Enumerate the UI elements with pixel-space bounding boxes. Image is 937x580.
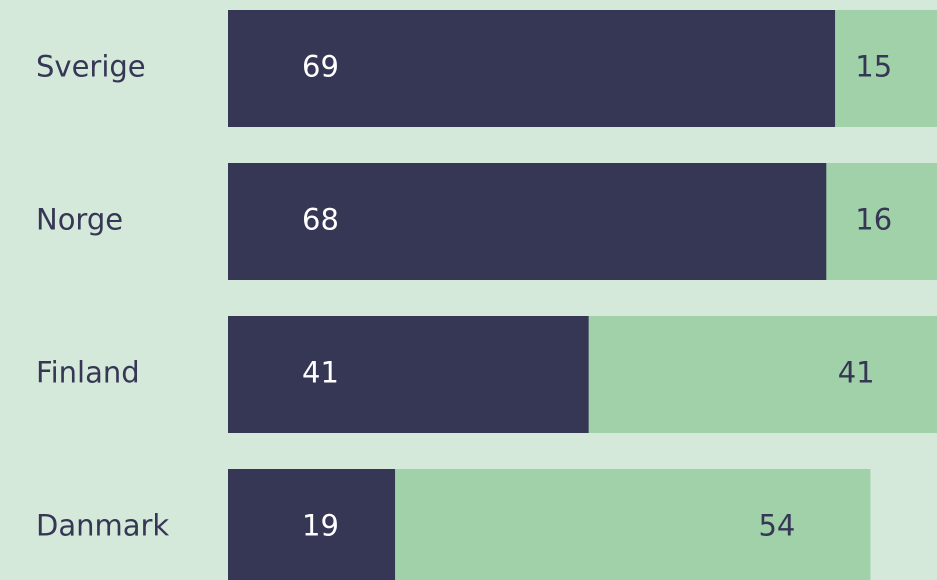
- bar-segment: [228, 469, 396, 580]
- value-label: 54: [758, 509, 795, 543]
- value-label: 41: [838, 356, 875, 390]
- category-label: Danmark: [36, 509, 169, 543]
- value-label: 19: [302, 509, 339, 543]
- bar-segment: [395, 469, 871, 580]
- bar-segment: [835, 10, 937, 127]
- value-label: 15: [855, 50, 892, 84]
- category-label: Finland: [36, 356, 140, 390]
- value-label: 68: [302, 203, 339, 237]
- category-label: Norge: [36, 203, 123, 237]
- value-label: 16: [855, 203, 892, 237]
- value-label: 41: [302, 356, 339, 390]
- bar-segment: [826, 163, 937, 280]
- bar-segment: [588, 316, 937, 433]
- value-label: 69: [302, 50, 339, 84]
- bar-segment: [228, 316, 589, 433]
- bar-segment: [228, 163, 827, 280]
- bar-segment: [228, 10, 836, 127]
- category-label: Sverige: [36, 50, 146, 84]
